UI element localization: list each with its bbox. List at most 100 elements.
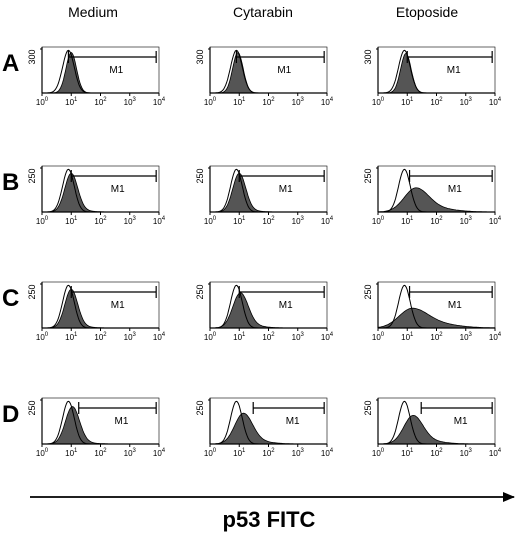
filled-histogram [42,52,159,94]
x-tick-label: 104 [153,216,166,226]
panel-frame [209,397,328,445]
x-tick-label: 104 [153,332,166,342]
column-title-etoposide: Etoposide [396,4,458,20]
x-tick-label: 104 [321,97,334,107]
x-tick-label: 102 [262,216,275,226]
row-label-a: A [2,50,19,77]
histogram-panel-c-cytarabin: 250 100 101 102 103 104 M1 [195,281,334,342]
filled-histogram [42,288,159,329]
filled-histogram [378,53,495,94]
histogram-panel-a-cytarabin: 300 100 101 102 103 104 M1 [195,46,334,107]
panel-frame [377,397,496,445]
gate-label: M1 [111,300,125,311]
x-tick-label: 102 [430,97,443,107]
x-tick-label: 100 [204,97,217,107]
x-tick-label: 102 [94,332,107,342]
x-tick-label: 102 [94,97,107,107]
x-tick-label: 102 [94,448,107,458]
row-label-d: D [2,401,19,428]
x-tick-label: 104 [153,448,166,458]
x-tick-label: 101 [65,332,78,342]
histogram-panel-b-cytarabin: 250 100 101 102 103 104 M1 [195,165,334,226]
x-tick-label: 100 [372,448,385,458]
gate-label: M1 [286,416,300,427]
x-tick-label: 103 [292,216,305,226]
x-tick-label: 104 [321,216,334,226]
x-tick-label: 101 [401,332,414,342]
panel-frame [377,46,496,94]
y-tick-label: 250 [363,168,373,183]
x-tick-label: 103 [292,332,305,342]
x-tick-label: 103 [460,97,473,107]
column-title-medium: Medium [68,4,118,20]
filled-histogram [210,292,327,329]
x-tick-label: 103 [292,448,305,458]
x-tick-label: 101 [65,448,78,458]
gate-label: M1 [447,65,461,76]
x-tick-label: 101 [401,448,414,458]
x-tick-label: 100 [204,216,217,226]
x-tick-label: 102 [262,332,275,342]
x-tick-label: 102 [262,448,275,458]
panel-frame [41,46,160,94]
x-tick-label: 104 [489,97,502,107]
x-tick-label: 100 [36,97,49,107]
x-tick-label: 102 [94,216,107,226]
x-tick-label: 101 [401,97,414,107]
x-tick-label: 103 [124,97,137,107]
histogram-panel-b-etoposide: 250 100 101 102 103 104 M1 [363,165,502,226]
x-tick-label: 100 [36,216,49,226]
x-tick-label: 101 [233,97,246,107]
filled-histogram [210,52,327,94]
gate-label: M1 [279,300,293,311]
y-tick-label: 250 [195,400,205,415]
x-tick-label: 103 [460,216,473,226]
x-tick-label: 100 [204,332,217,342]
x-tick-label: 101 [233,448,246,458]
x-tick-label: 104 [489,448,502,458]
x-tick-label: 103 [124,332,137,342]
histogram-panel-b-medium: 250 100 101 102 103 104 M1 [27,165,166,226]
y-tick-label: 300 [363,49,373,64]
gate-label: M1 [114,416,128,427]
x-axis-label: p53 FITC [223,507,316,532]
x-tick-label: 101 [65,97,78,107]
y-tick-label: 300 [27,49,37,64]
y-tick-label: 250 [27,400,37,415]
x-tick-label: 100 [372,97,385,107]
x-tick-label: 101 [233,216,246,226]
histogram-panel-a-etoposide: 300 100 101 102 103 104 M1 [363,46,502,107]
gate-label: M1 [448,184,462,195]
x-tick-label: 104 [489,216,502,226]
x-tick-label: 103 [460,448,473,458]
y-tick-label: 250 [27,284,37,299]
gate-label: M1 [109,65,123,76]
x-tick-label: 100 [36,448,49,458]
x-tick-label: 101 [65,216,78,226]
filled-histogram [42,172,159,213]
x-tick-label: 104 [489,332,502,342]
row-label-b: B [2,169,19,196]
gate-label: M1 [277,65,291,76]
x-tick-label: 103 [460,332,473,342]
y-tick-label: 250 [195,284,205,299]
x-tick-label: 100 [372,216,385,226]
histogram-panel-c-medium: 250 100 101 102 103 104 M1 [27,281,166,342]
x-tick-label: 103 [124,448,137,458]
y-tick-label: 250 [363,400,373,415]
panel-frame [209,46,328,94]
y-tick-label: 250 [27,168,37,183]
x-tick-label: 103 [292,97,305,107]
filled-histogram [210,172,327,213]
gate-label: M1 [454,416,468,427]
x-tick-label: 101 [233,332,246,342]
x-tick-label: 100 [372,332,385,342]
y-tick-label: 300 [195,49,205,64]
x-tick-label: 103 [124,216,137,226]
y-tick-label: 250 [363,284,373,299]
row-label-c: C [2,285,19,312]
filled-histogram [377,307,496,329]
x-tick-label: 102 [430,332,443,342]
x-tick-label: 104 [321,448,334,458]
